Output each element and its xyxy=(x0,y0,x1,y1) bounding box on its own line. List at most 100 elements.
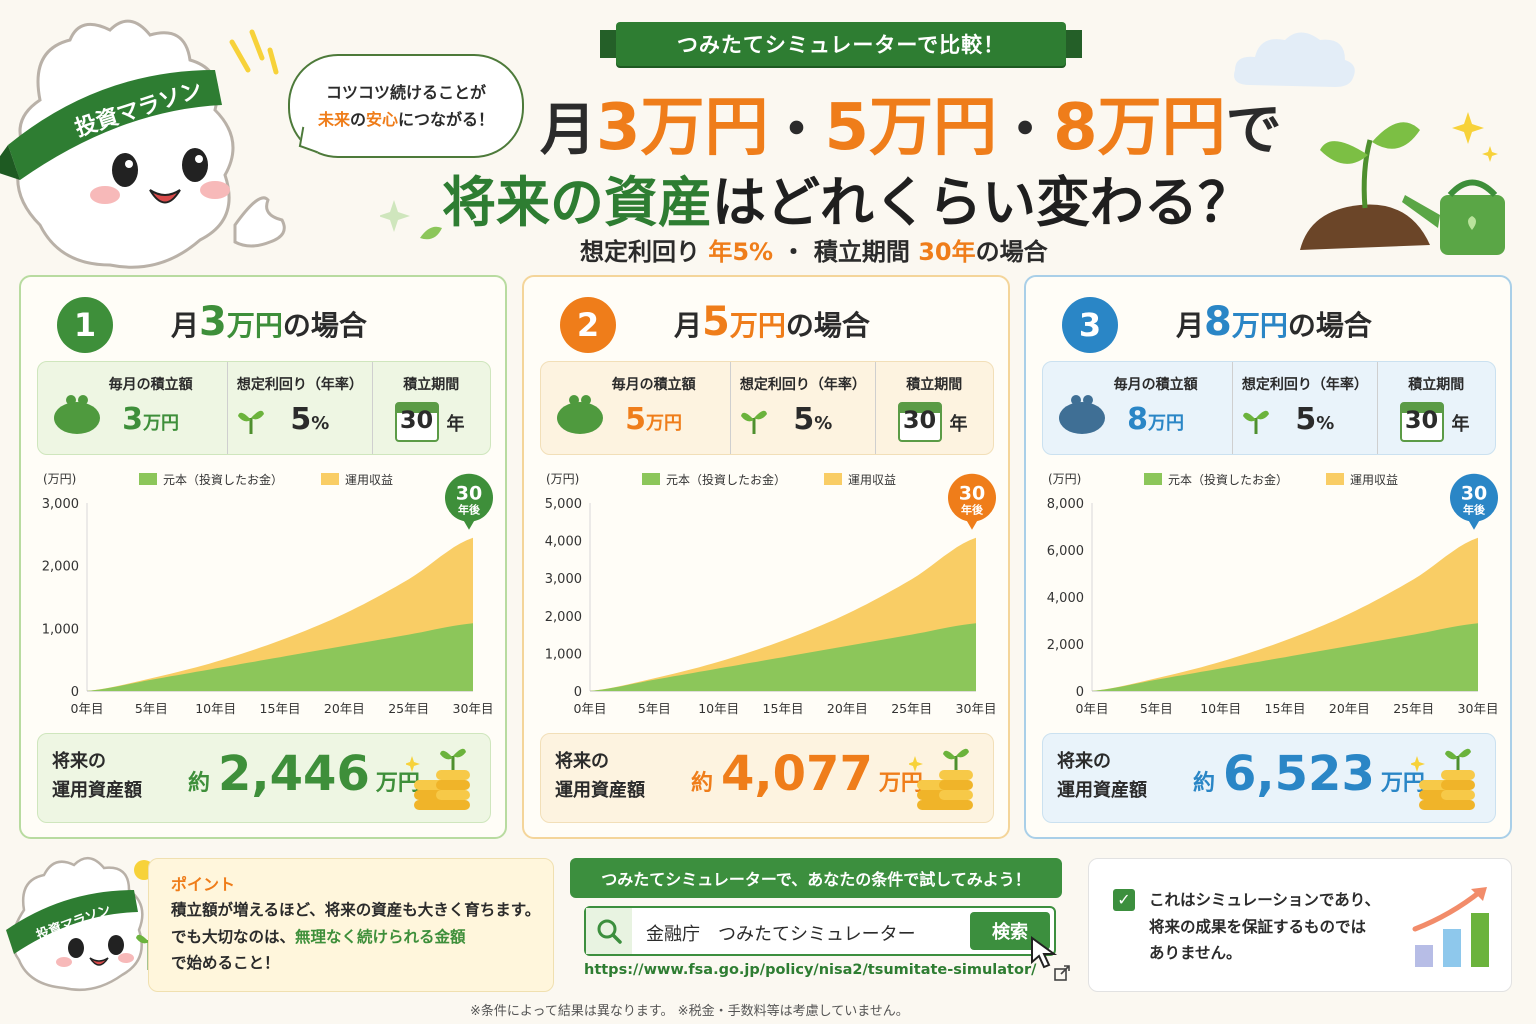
period-value: 30 xyxy=(902,406,937,434)
y-tick-label: 8,000 xyxy=(1047,497,1084,512)
card-8man: 3 月8万円の場合 毎月の積立額 8万円 想定利回り（年率） 5% 積立期間 3… xyxy=(1024,275,1512,839)
badge-30-years-number: 30 xyxy=(959,483,985,505)
title-de: で xyxy=(1225,98,1282,163)
monthly-label: 毎月の積立額 xyxy=(108,377,193,393)
badge-pointer xyxy=(462,517,476,530)
legend-swatch-principal xyxy=(139,473,157,485)
y-tick-label: 4,000 xyxy=(1047,591,1084,606)
badge-30-years-text: 年後 xyxy=(1463,503,1486,517)
param-rate: 想定利回り（年率） 5% xyxy=(227,362,371,454)
simulator-url-link[interactable]: https://www.fsa.go.jp/policy/nisa2/tsumi… xyxy=(584,962,1037,978)
period-label: 積立期間 xyxy=(906,377,963,393)
badge-30-years-circle xyxy=(445,473,493,522)
rate-label: 想定利回り（年率） xyxy=(739,377,866,393)
x-tick-label: 30年目 xyxy=(1458,701,1499,716)
calendar-icon xyxy=(394,402,439,442)
period-label: 積立期間 xyxy=(403,377,460,393)
total-panel: 将来の 運用資産額 約 2,446 万円 xyxy=(37,733,491,823)
y-tick-label: 1,000 xyxy=(42,622,79,637)
subtitle-period-label: ・ 積立期間 xyxy=(781,238,910,266)
subtitle: 想定利回り 年5% ・ 積立期間 30年の場合 xyxy=(580,232,1200,270)
cloud-icon xyxy=(1234,32,1355,87)
total-value: 約 6,523 万円 xyxy=(1193,746,1425,802)
card-5man: 2 月5万円の場合 毎月の積立額 5万円 想定利回り（年率） 5% 積立期間 3… xyxy=(522,275,1010,839)
total-value: 約 4,077 万円 xyxy=(691,746,923,802)
x-tick-label: 25年目 xyxy=(891,701,932,716)
calendar-icon xyxy=(1399,402,1444,442)
sprout-icon xyxy=(741,410,768,434)
point-box: ポイント 積立額が増えるほど、将来の資産も大きく育ちます。 でも大切なのは、無理… xyxy=(148,858,554,992)
y-tick-label: 1,000 xyxy=(545,647,582,662)
search-bar[interactable]: 金融庁 つみたてシミュレーター 検索 xyxy=(584,906,1056,956)
param-rate: 想定利回り（年率） 5% xyxy=(1232,362,1376,454)
sprout-icon xyxy=(1243,410,1270,434)
checkbox-icon: ✓ xyxy=(1113,889,1135,911)
legend-principal: 元本（投資したお金） xyxy=(666,472,786,487)
y-tick-label: 2,000 xyxy=(42,560,79,575)
y-tick-label: 4,000 xyxy=(545,535,582,550)
y-axis-unit: (万円) xyxy=(546,472,579,486)
period-value: 30 xyxy=(399,406,434,434)
area-principal xyxy=(1092,623,1478,691)
title-amount-5: 5万円 xyxy=(824,91,998,165)
disclaimer-text: これはシミュレーションであり、 将来の成果を保証するものでは ありません。 xyxy=(1149,891,1381,963)
card-number-badge: 3 xyxy=(1062,297,1118,353)
x-tick-label: 30年目 xyxy=(956,701,997,716)
cursor-icon xyxy=(1031,936,1058,969)
badge-30-years-text: 年後 xyxy=(961,503,984,517)
coins-sprout-icon xyxy=(909,748,973,810)
x-tick-label: 10年目 xyxy=(1200,701,1241,716)
legend-swatch-profit xyxy=(321,473,339,485)
title-dot-2: ・ xyxy=(997,98,1054,163)
card-title: 月3万円の場合 xyxy=(171,299,367,345)
point-line3: で始めること！ xyxy=(171,954,280,973)
y-axis-unit: (万円) xyxy=(1048,472,1081,486)
period-unit: 年 xyxy=(1451,414,1470,435)
coins-sprout-icon xyxy=(406,748,470,810)
badge-30-years-number: 30 xyxy=(456,483,482,505)
legend-swatch-principal xyxy=(1144,473,1162,485)
simulator-heading: つみたてシミュレーターで、あなたの条件で試してみよう！ xyxy=(570,858,1062,898)
card-3man: 1 月3万円の場合 毎月の積立額 3万円 想定利回り（年率） 5% 積立期間 3… xyxy=(19,275,507,839)
x-tick-label: 15年目 xyxy=(763,701,804,716)
period-unit: 年 xyxy=(949,414,968,435)
rate-value: 5% xyxy=(1295,402,1335,437)
card-title: 月5万円の場合 xyxy=(674,299,870,345)
x-tick-label: 10年目 xyxy=(698,701,739,716)
purse-icon xyxy=(54,395,100,434)
legend-profit: 運用収益 xyxy=(345,473,393,487)
monthly-value: 3万円 xyxy=(122,402,180,437)
x-tick-label: 30年目 xyxy=(453,701,494,716)
mascot-illustration: 投資マラソン xyxy=(0,19,286,269)
y-tick-label: 5,000 xyxy=(545,497,582,512)
rate-label: 想定利回り（年率） xyxy=(236,377,363,393)
card-title: 月8万円の場合 xyxy=(1176,299,1372,345)
x-tick-label: 20年目 xyxy=(324,701,365,716)
footnote: ※条件によって結果は異なります。 ※税金・手数料等は考慮していません。 xyxy=(470,1004,909,1019)
sprout-watering-can-illustration xyxy=(1300,112,1505,255)
monthly-label: 毎月の積立額 xyxy=(611,377,696,393)
rate-value: 5% xyxy=(793,402,833,437)
x-tick-label: 15年目 xyxy=(1265,701,1306,716)
search-input[interactable]: 金融庁 つみたてシミュレーター xyxy=(646,924,916,945)
title-amount-3: 3万円 xyxy=(596,91,769,165)
param-period: 積立期間 30 年 xyxy=(371,362,490,454)
disclaimer-box: ✓ これはシミュレーションであり、 将来の成果を保証するものでは ありません。 xyxy=(1088,858,1512,992)
legend-profit: 運用収益 xyxy=(1350,473,1398,487)
subtitle-end: の場合 xyxy=(975,238,1048,266)
external-link-icon[interactable] xyxy=(1054,965,1070,981)
point-heading: ポイント xyxy=(171,875,236,894)
point-line2: でも大切なのは、無理なく続けられる金額 xyxy=(171,927,466,946)
sparkle-icon xyxy=(380,200,442,240)
x-tick-label: 25年目 xyxy=(1393,701,1434,716)
monthly-label: 毎月の積立額 xyxy=(1113,377,1198,393)
banner-text: つみたてシミュレーターで比較！ xyxy=(676,33,1006,57)
x-tick-label: 20年目 xyxy=(1329,701,1370,716)
x-tick-label: 20年目 xyxy=(827,701,868,716)
y-tick-label: 0 xyxy=(1076,685,1084,700)
legend-swatch-principal xyxy=(642,473,660,485)
legend-swatch-profit xyxy=(824,473,842,485)
subtitle-years: 30年 xyxy=(918,238,976,266)
total-label: 将来の 運用資産額 xyxy=(1057,751,1147,801)
monthly-value: 8万円 xyxy=(1127,402,1185,437)
